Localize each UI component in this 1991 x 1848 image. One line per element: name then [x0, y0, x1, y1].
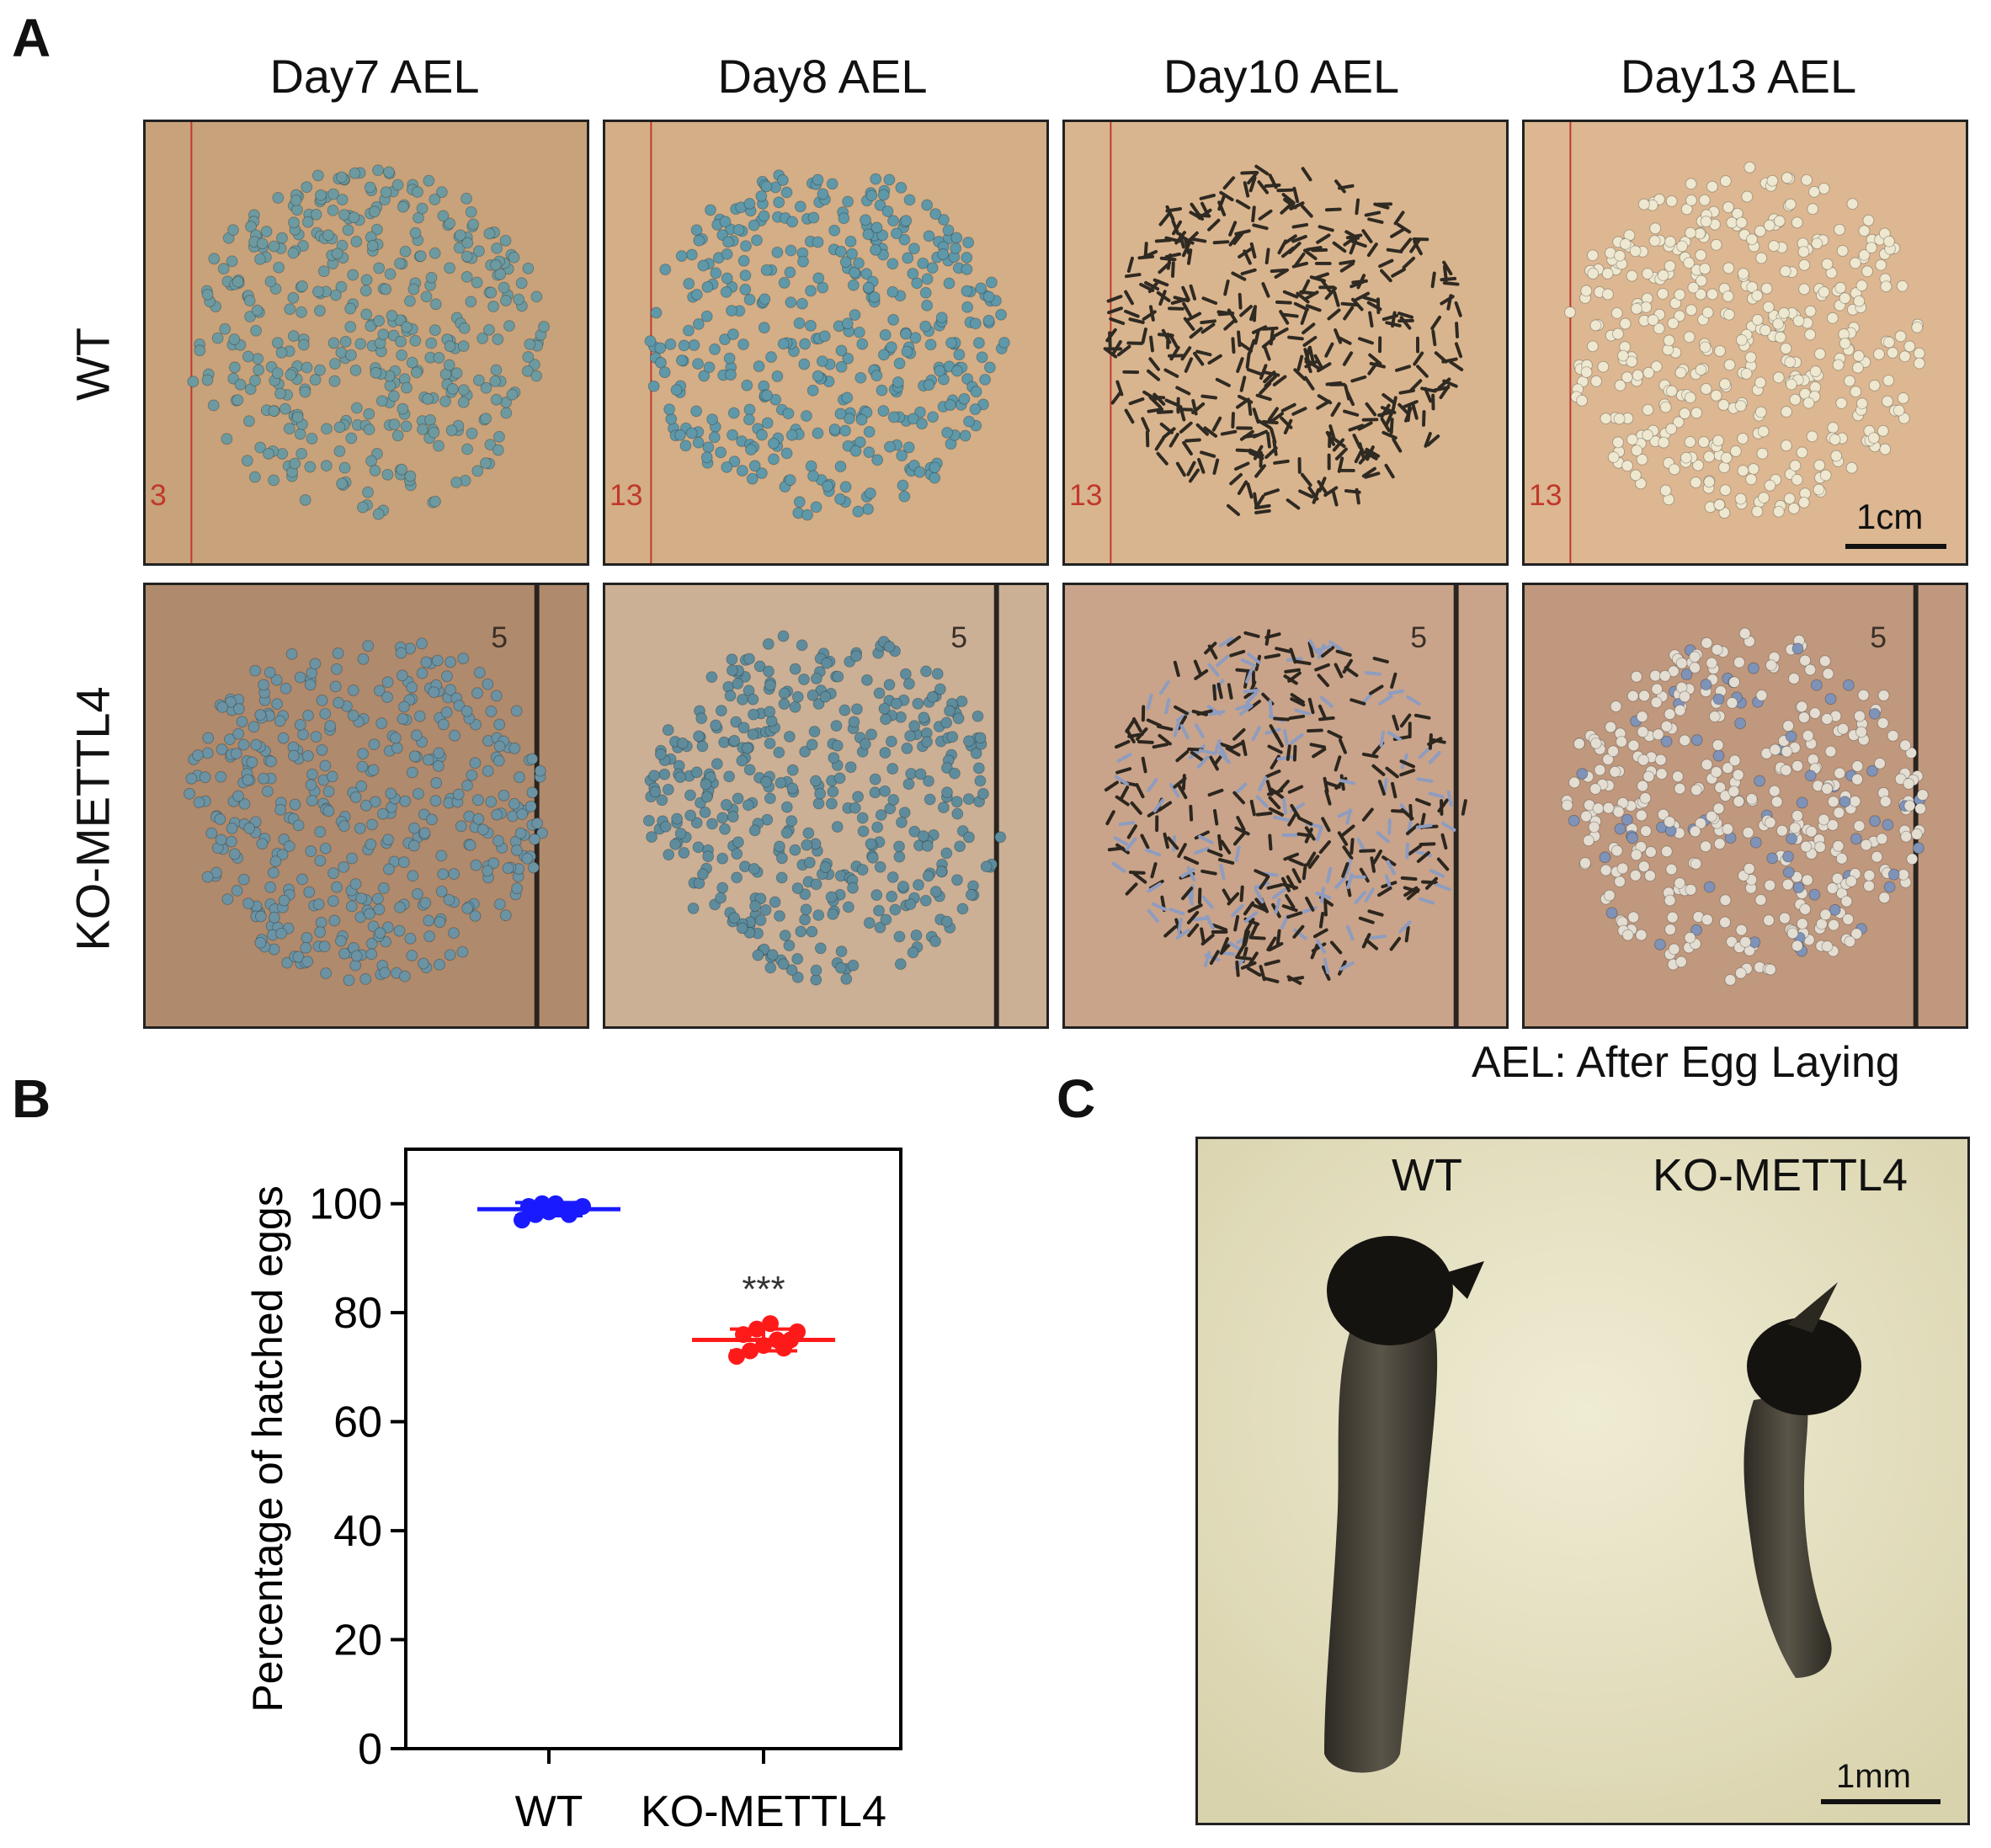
- y-tick-label: 60: [333, 1398, 382, 1447]
- column-header-day10: Day10 AEL: [1163, 50, 1400, 103]
- ko-day10-photo-grid-mark: 5: [1410, 620, 1427, 654]
- y-tick-label: 40: [333, 1507, 382, 1556]
- significance-marker: ***: [742, 1269, 785, 1310]
- wt-day13-photo-grid-mark: 13: [1529, 478, 1562, 512]
- wt-day8-photo: 13: [603, 120, 1049, 566]
- data-point-ko: [789, 1323, 806, 1340]
- larva-photo: WT KO-METTL4 1mm: [1195, 1137, 1970, 1825]
- ko-day13-photo: 5: [1522, 583, 1968, 1029]
- panel-c-letter: C: [1057, 1068, 1096, 1129]
- column-header-day8: Day8 AEL: [717, 50, 928, 103]
- ko-day7-photo-illustration: 5: [146, 585, 587, 1026]
- scale-bar-1cm: [1845, 544, 1946, 549]
- column-header-day7: Day7 AEL: [269, 50, 480, 103]
- ko-day8-photo-grid-mark: 5: [950, 620, 967, 654]
- wt-larva: [1324, 1236, 1484, 1773]
- hatch-rate-chart: 0 20 40 60 80 100 WT KO-METTL4 Percentage of hat…: [244, 1148, 902, 1836]
- y-tick-label: 100: [309, 1180, 382, 1229]
- wt-day10-photo-illustration: 13: [1065, 122, 1506, 563]
- wt-day8-photo-grid-mark: 13: [610, 478, 643, 512]
- ko-day10-photo-illustration: 5: [1065, 585, 1506, 1026]
- larva-illustration: [1198, 1139, 1967, 1823]
- ko-day8-photo-illustration: 5: [605, 585, 1046, 1026]
- scale-bar-1cm-label: 1cm: [1856, 497, 1924, 536]
- ko-day8-photo: 5: [603, 583, 1049, 1029]
- wt-day7-photo-grid-mark: 3: [150, 478, 167, 512]
- wt-day10-photo-grid-mark: 13: [1069, 478, 1103, 512]
- larva-label-ko: KO-METTL4: [1653, 1150, 1908, 1201]
- x-tick-label: KO-METTL4: [641, 1787, 886, 1836]
- y-tick-label: 80: [333, 1289, 382, 1338]
- plot-frame: [404, 1148, 902, 1750]
- ko-day13-photo-grid-mark: 5: [1870, 620, 1887, 654]
- wt-day7-photo-illustration: 3: [146, 122, 587, 563]
- x-tick-label: WT: [515, 1787, 583, 1836]
- ko-day10-photo: 5: [1062, 583, 1509, 1029]
- ko-day7-photo-grid-mark: 5: [491, 620, 508, 654]
- y-tick-label: 20: [333, 1616, 382, 1665]
- y-tick-label: 0: [358, 1725, 382, 1774]
- wt-day10-photo: 13: [1062, 120, 1509, 566]
- ko-larva: [1743, 1282, 1861, 1678]
- panel-a-letter: A: [12, 8, 51, 68]
- ael-note: AEL: After Egg Laying: [1472, 1038, 1900, 1087]
- wt-day13-photo: 13: [1522, 120, 1968, 566]
- data-point-wt: [574, 1197, 591, 1215]
- larva-label-wt: WT: [1392, 1150, 1462, 1201]
- ko-day13-photo-illustration: 5: [1525, 585, 1966, 1026]
- scale-bar-1mm: [1821, 1799, 1940, 1804]
- wt-day7-photo: 3: [143, 120, 589, 566]
- column-header-day13: Day13 AEL: [1620, 50, 1857, 103]
- wt-day13-photo-illustration: 13: [1525, 122, 1966, 563]
- scale-bar-1mm-label: 1mm: [1836, 1758, 1911, 1795]
- wt-day8-photo-illustration: 13: [605, 122, 1046, 563]
- data-point-ko: [775, 1339, 792, 1357]
- y-axis-label: Percentage of hatched eggs: [244, 1185, 291, 1712]
- panel-b-letter: B: [12, 1068, 51, 1129]
- ko-day7-photo: 5: [143, 583, 589, 1029]
